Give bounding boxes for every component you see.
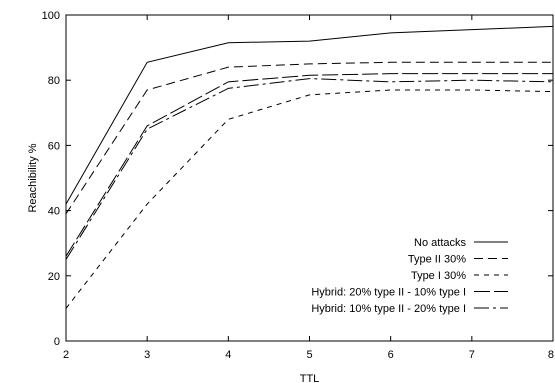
legend-label: Type I 30% (411, 270, 466, 282)
y-tick-label: 60 (48, 140, 60, 152)
legend-label: Type II 30% (408, 254, 466, 266)
x-tick-label: 7 (469, 349, 475, 361)
x-tick-label: 8 (548, 349, 554, 361)
x-axis-label: TTL (300, 373, 320, 383)
axis-ticks: 0 20 40 60 80 100 2 3 4 5 6 7 8 (42, 10, 554, 361)
series-line-4 (65, 78, 554, 260)
legend-label: No attacks (414, 237, 466, 249)
series-line-0 (65, 25, 554, 205)
legend-label: Hybrid: 20% type II - 10% type I (311, 287, 466, 299)
x-tick-label: 2 (63, 349, 69, 361)
x-tick-label: 4 (225, 349, 231, 361)
series-lines (65, 25, 554, 309)
y-axis-label: Reachibility % (27, 143, 39, 212)
y-tick-label: 100 (42, 10, 60, 22)
x-tick-label: 5 (306, 349, 312, 361)
y-tick-label: 40 (48, 206, 60, 218)
x-tick-label: 6 (388, 349, 394, 361)
y-tick-label: 20 (48, 271, 60, 283)
y-tick-label: 80 (48, 75, 60, 87)
series-line-2 (65, 89, 554, 309)
x-tick-label: 3 (144, 349, 150, 361)
legend-label: Hybrid: 10% type II - 20% type I (311, 303, 466, 315)
series-line-3 (65, 73, 553, 257)
y-tick-label: 0 (54, 336, 60, 348)
legend: No attacks Type II 30% Type I 30% Hybrid: 2… (311, 237, 508, 315)
series-line-1 (65, 61, 553, 215)
